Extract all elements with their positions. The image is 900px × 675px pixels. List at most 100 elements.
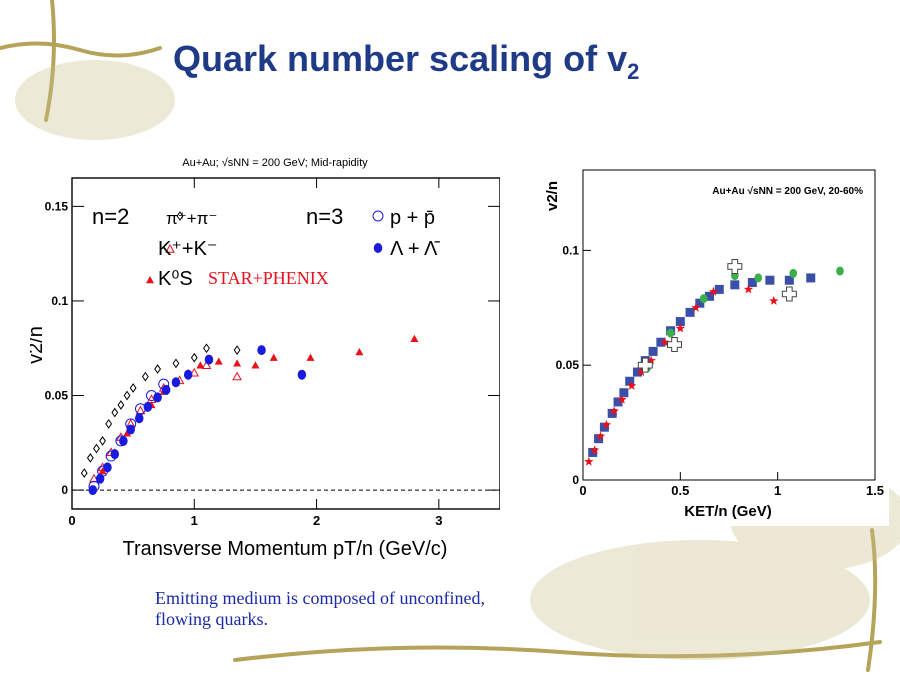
data-point xyxy=(765,275,775,285)
data-point xyxy=(609,406,619,416)
legend-marker xyxy=(373,243,383,253)
caption: Emitting medium is composed of unconfine… xyxy=(155,588,615,630)
data-point xyxy=(666,337,682,353)
data-point xyxy=(636,367,647,377)
data-point xyxy=(705,291,715,301)
data-point xyxy=(153,392,162,403)
legend-kaon: K⁺+K⁻ xyxy=(158,238,217,260)
data-point xyxy=(251,361,260,369)
legend-pion: π⁺+π⁻ xyxy=(166,209,217,228)
data-point xyxy=(95,473,105,484)
data-point xyxy=(98,467,107,475)
data-point xyxy=(141,371,149,382)
data-point xyxy=(699,294,708,304)
x-tick-label: 3 xyxy=(435,513,442,528)
x-tick-label: 0 xyxy=(68,513,75,528)
data-point xyxy=(306,353,315,361)
data-point xyxy=(648,346,658,356)
data-point xyxy=(123,390,131,401)
data-point xyxy=(675,317,685,327)
data-point xyxy=(601,419,612,429)
data-point xyxy=(789,268,798,278)
data-point xyxy=(161,384,171,395)
data-point xyxy=(129,383,137,393)
data-point xyxy=(103,462,112,473)
data-point xyxy=(590,445,600,455)
data-point xyxy=(695,298,705,308)
data-point xyxy=(257,345,266,356)
legend-marker xyxy=(372,210,384,222)
data-point xyxy=(660,337,670,347)
data-point xyxy=(646,355,656,365)
legend-marker xyxy=(165,243,175,253)
data-point xyxy=(743,284,754,294)
data-point xyxy=(633,367,643,377)
data-point xyxy=(111,407,119,418)
slide-title: Quark number scaling of v2 xyxy=(173,38,640,84)
data-point xyxy=(769,295,779,305)
right-plot-frame xyxy=(582,169,876,481)
data-point xyxy=(691,302,701,312)
y-tick-label: 0.1 xyxy=(51,294,68,308)
data-point xyxy=(625,376,635,386)
y-tick-label: 0.05 xyxy=(45,389,69,403)
annotation-star-phenix: STAR+PHENIX xyxy=(208,268,329,288)
data-point xyxy=(595,431,606,441)
data-point xyxy=(747,278,757,288)
data-point xyxy=(204,354,214,365)
y-tick-label: 0 xyxy=(61,483,68,497)
data-point xyxy=(154,364,162,374)
data-point xyxy=(183,369,193,380)
data-point xyxy=(196,361,205,369)
data-point xyxy=(203,343,210,354)
data-point xyxy=(99,436,106,446)
legend-marker xyxy=(176,211,184,221)
data-point xyxy=(171,377,181,388)
y-tick-label: 0.1 xyxy=(562,243,579,257)
data-point xyxy=(172,358,180,369)
data-point xyxy=(714,284,724,294)
data-point xyxy=(110,449,120,460)
data-point xyxy=(143,401,153,412)
left-x-axis-label: Transverse Momentum pT/n (GeV/c) xyxy=(123,538,448,560)
data-point xyxy=(105,419,113,429)
legend-n2: n=2 xyxy=(92,204,129,229)
data-point xyxy=(619,388,629,398)
data-point xyxy=(708,286,719,296)
data-point xyxy=(355,348,364,356)
data-point xyxy=(201,360,212,369)
data-point xyxy=(189,367,200,377)
x-tick-label: 2 xyxy=(313,513,320,528)
data-point xyxy=(666,328,675,338)
data-point xyxy=(410,334,419,342)
data-point xyxy=(233,345,241,355)
legend-k0s: K⁰S xyxy=(158,268,193,290)
right-x-axis-label: KET/n (GeV) xyxy=(684,503,772,520)
data-point xyxy=(730,280,740,290)
data-point xyxy=(93,443,100,454)
data-point xyxy=(781,286,797,302)
x-tick-label: 1 xyxy=(191,513,198,528)
right-y-axis-label: v2/n xyxy=(544,181,561,211)
y-tick-label: 0.15 xyxy=(45,199,69,213)
data-point xyxy=(617,394,627,404)
left-chart-title: Au+Au; √sNN = 200 GeV; Mid-rapidity xyxy=(182,157,368,169)
data-point xyxy=(675,323,685,333)
data-point xyxy=(80,468,88,478)
data-point xyxy=(613,397,623,407)
right-chart: Au+Au √sNN = 200 GeV, 20-60% 0 0.5 1 1.5 0 0.… xyxy=(543,158,889,526)
data-point xyxy=(836,266,844,276)
y-tick-label: 0 xyxy=(572,473,579,487)
left-y-axis-label: v2/n xyxy=(30,326,47,364)
data-point xyxy=(656,337,666,347)
data-point xyxy=(117,400,125,410)
caption-line-2: flowing quarks. xyxy=(155,609,268,629)
legend-proton: p + p̄ xyxy=(390,207,435,229)
data-point xyxy=(685,307,695,317)
x-tick-label: 0.5 xyxy=(671,483,689,498)
data-point xyxy=(627,380,637,390)
data-point xyxy=(269,353,278,361)
data-point xyxy=(214,357,223,365)
data-point xyxy=(233,359,242,367)
